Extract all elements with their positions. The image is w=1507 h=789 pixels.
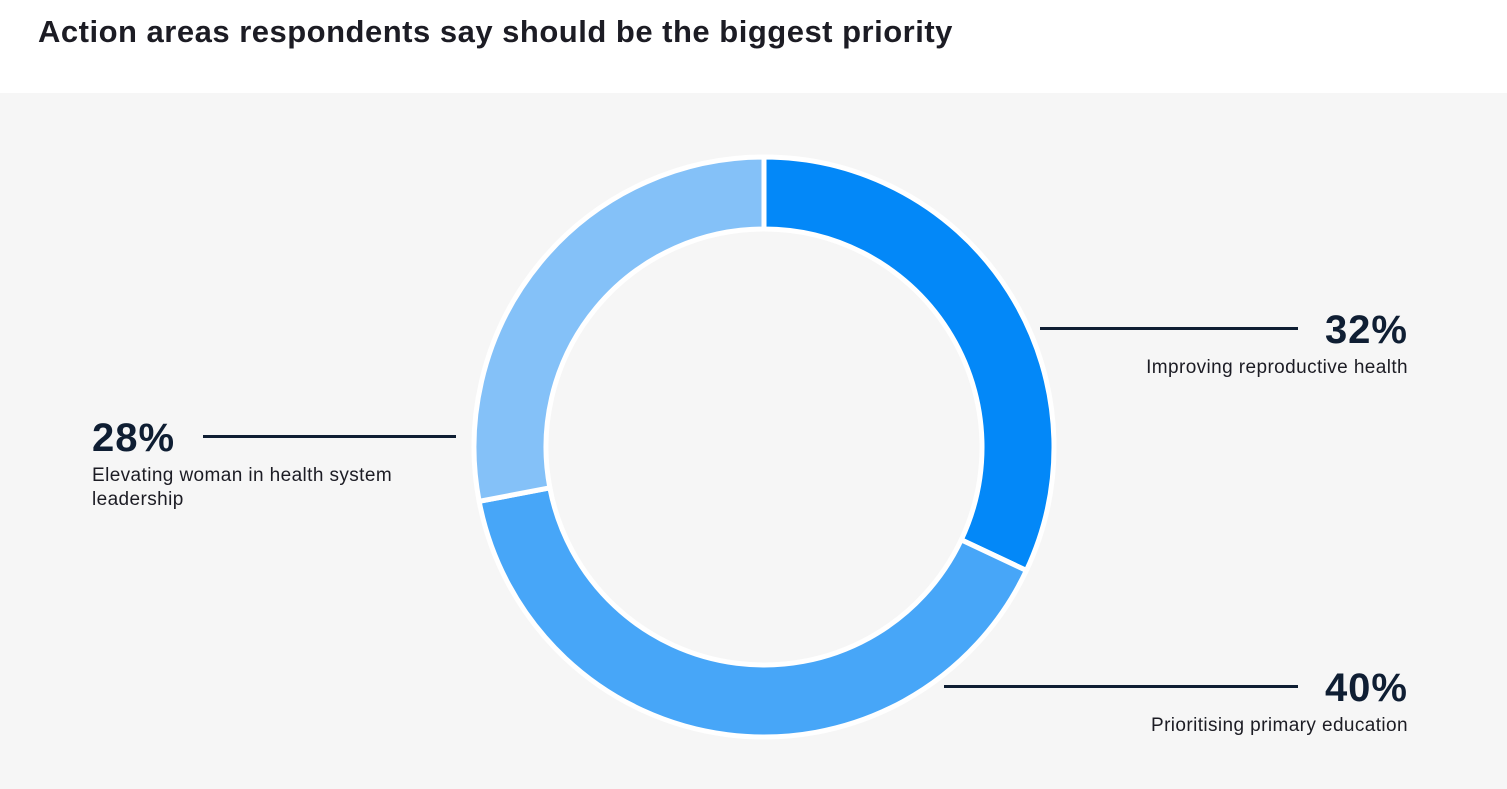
chart-title: Action areas respondents say should be t… <box>38 14 953 49</box>
slice-label-primary-education: Prioritising primary education <box>1151 715 1408 736</box>
slice-women-leadership <box>471 154 767 505</box>
callout-reproductive-health: 32% Improving reproductive health <box>1146 310 1408 380</box>
leader-line-primary-education <box>944 685 1298 688</box>
callout-women-leadership: 28% Elevating woman in health system lea… <box>92 418 442 512</box>
value-label-reproductive-health: 32% <box>1324 308 1408 352</box>
callout-primary-education: 40% Prioritising primary education <box>1151 668 1408 738</box>
slice-reproductive-health <box>761 154 1057 574</box>
slice-label-women-leadership: Elevating woman in health system leaders… <box>92 465 393 510</box>
leader-line-reproductive-health <box>1040 327 1298 330</box>
value-label-primary-education: 40% <box>1324 666 1408 710</box>
value-label-women-leadership: 28% <box>92 416 176 460</box>
leader-line-women-leadership <box>203 435 456 438</box>
slice-label-reproductive-health: Improving reproductive health <box>1146 357 1408 378</box>
slice-primary-education <box>476 484 1030 740</box>
